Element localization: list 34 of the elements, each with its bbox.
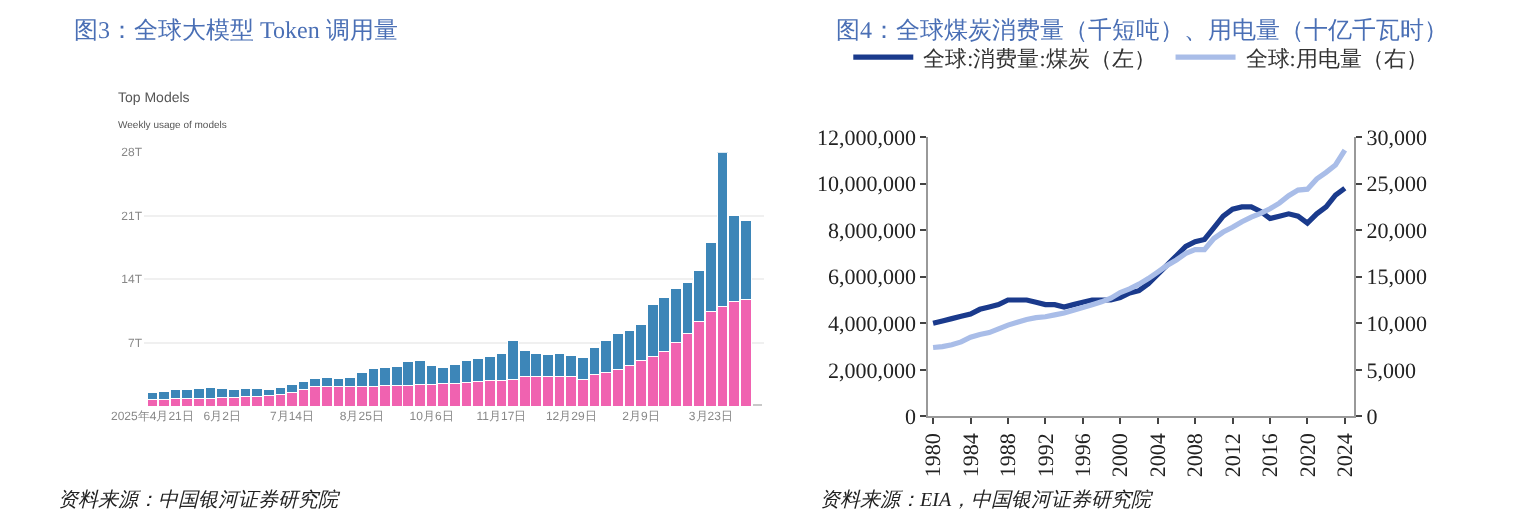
y2-tick-label: 20,000: [1366, 219, 1429, 244]
y-tick-label: 2,000,000: [828, 359, 917, 384]
x-tick-label: 1996: [1071, 432, 1096, 478]
x-tick-label: 2012: [1221, 433, 1246, 478]
x-tick-label: 2020: [1296, 432, 1321, 478]
x-tick-label: 2004: [1146, 432, 1171, 478]
legend-label: 全球:用电量（右）: [1245, 45, 1428, 72]
x-tick-label: 2024: [1333, 432, 1358, 478]
x-tick-label: 1992: [1034, 433, 1059, 478]
x-tick-label: 2000: [1109, 432, 1134, 478]
x-tick-label: 1980: [922, 432, 947, 478]
y-tick-label: 6,000,000: [828, 266, 917, 291]
legend-label: 全球:消费量:煤炭（左）: [923, 45, 1156, 72]
chart-title: 图4：全球煤炭消费量（千短吨）、用电量（十亿千瓦时）: [836, 16, 1448, 44]
y2-tick-label: 5,000: [1366, 359, 1418, 384]
x-tick-label: 2016: [1259, 432, 1284, 478]
x-tick-label: 1988: [997, 432, 1022, 478]
y-tick-label: 10,000,000: [817, 173, 917, 198]
chart-title: 图3：全球大模型 Token 调用量: [74, 16, 398, 44]
text: 资料来源：中国银河证券研究院: [58, 488, 342, 512]
y-tick-label: 8,000,000: [828, 219, 917, 244]
y-tick-label: 4,000,000: [828, 312, 917, 337]
y-tick-label: 12,000,000: [817, 126, 917, 151]
text: 资料来源：EIA，中国银河证券研究院: [820, 488, 1156, 512]
line-series: [930, 185, 1348, 326]
y-tick-label: 0: [905, 406, 917, 431]
y2-tick-label: 25,000: [1366, 173, 1429, 198]
y2-tick-label: 15,000: [1366, 266, 1429, 291]
x-tick-label: 2008: [1184, 432, 1209, 478]
y2-tick-label: 30,000: [1366, 126, 1429, 151]
y2-tick-label: 10,000: [1366, 312, 1429, 337]
x-tick-label: 1984: [959, 432, 984, 478]
y2-tick-label: 0: [1366, 406, 1379, 431]
line-series: [930, 147, 1348, 351]
